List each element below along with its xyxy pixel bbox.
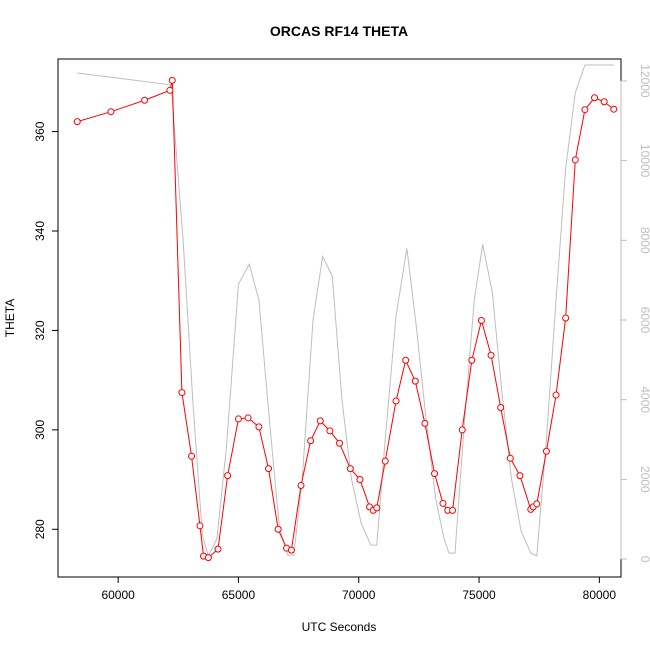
series-0-point (73, 118, 81, 126)
series-0-point (421, 419, 429, 427)
y2-tick-label: 12000 (638, 64, 650, 98)
series-0-point (316, 417, 324, 425)
series-0-point (468, 356, 476, 364)
y2-tick-label: 2000 (638, 466, 650, 493)
plot-frame (57, 58, 622, 578)
x-axis: 60000 65000 70000 75000 80000 (101, 576, 617, 602)
y-axis-label: THETA (3, 299, 17, 337)
y2-tick-label: 10000 (638, 144, 650, 178)
series-0-point (234, 415, 242, 423)
y-tick-label: 360 (33, 121, 47, 141)
series-0-point (506, 454, 514, 462)
series-0-point (307, 437, 315, 445)
series-0-point (411, 377, 419, 385)
series-0-point (562, 314, 570, 322)
y-axis-left: 280 300 320 340 360 (33, 121, 58, 539)
series-0-point (487, 351, 495, 359)
series-0-point (533, 500, 541, 508)
series-0-point (552, 391, 560, 399)
series-0-point (356, 476, 364, 484)
series-0-point (591, 94, 599, 102)
series-0-point (600, 98, 608, 106)
series-0-point (402, 356, 410, 364)
series-0-point (431, 470, 439, 478)
x-tick-label: 80000 (583, 588, 617, 602)
series-0-point (188, 452, 196, 460)
series-0-point (581, 106, 589, 114)
series-0-point (168, 76, 176, 84)
series-0-point (196, 522, 204, 530)
x-axis-label: UTC Seconds (302, 620, 377, 634)
series-0-point (610, 105, 618, 113)
x-tick-label: 75000 (462, 588, 496, 602)
series-0-point (477, 316, 485, 324)
series-0-point (516, 472, 524, 480)
series-0-point (244, 414, 252, 422)
series-layer (73, 64, 618, 562)
series-0-point (373, 504, 381, 512)
series-0-point (346, 465, 354, 473)
series-0-point (255, 423, 263, 431)
series-0-point (274, 525, 282, 533)
y2-tick-label: 8000 (638, 227, 650, 254)
series-0-point (265, 465, 273, 473)
y-tick-label: 320 (33, 320, 47, 340)
series-0-point (336, 439, 343, 447)
series-0-point (497, 403, 505, 411)
x-tick-label: 70000 (342, 588, 376, 602)
series-0-point (297, 482, 305, 490)
y-axis-right: 0 2000 4000 6000 8000 10000 12000 (620, 64, 650, 563)
y-tick-label: 340 (33, 221, 47, 241)
series-0-line (77, 80, 615, 559)
series-0-point (571, 156, 579, 164)
series-0-point (287, 546, 295, 554)
series-0-point (392, 397, 400, 405)
series-0-point (542, 447, 550, 455)
series-0-point (141, 96, 149, 104)
series-0-point (178, 389, 186, 397)
series-0-point (166, 86, 174, 94)
x-tick-label: 65000 (222, 588, 256, 602)
series-0-point (381, 457, 389, 465)
y2-tick-label: 0 (638, 556, 650, 563)
series-0-point (224, 472, 232, 480)
y2-tick-label: 4000 (638, 386, 650, 413)
series-0-point (214, 545, 222, 553)
series-0-point (204, 554, 212, 562)
series-0-point (439, 499, 447, 507)
series-1-line (77, 64, 614, 558)
x-tick-label: 60000 (101, 588, 135, 602)
y2-tick-label: 6000 (638, 307, 650, 334)
chart-title: ORCAS RF14 THETA (270, 23, 408, 39)
series-0-point (449, 506, 457, 514)
series-0-point (326, 427, 334, 435)
series-0-point (107, 108, 115, 116)
y-tick-label: 300 (33, 420, 47, 440)
series-0-point (458, 426, 466, 434)
y-tick-label: 280 (33, 519, 47, 539)
